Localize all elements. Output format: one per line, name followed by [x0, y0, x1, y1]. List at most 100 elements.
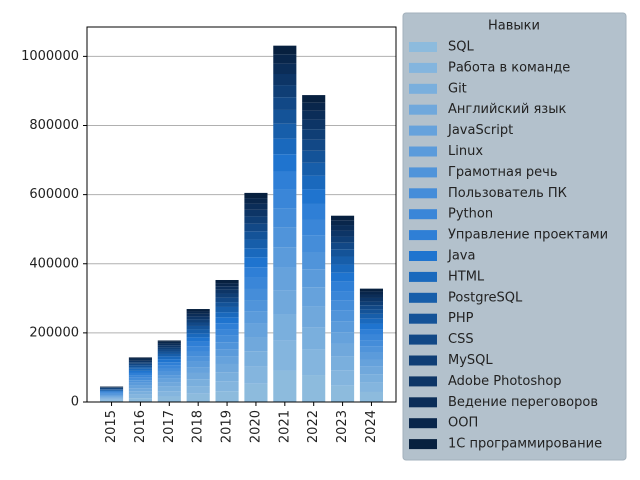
bar-segment: [302, 327, 326, 350]
bar-segment: [128, 368, 152, 371]
bar-segment: [331, 220, 355, 226]
legend-title: Навыки: [488, 19, 540, 34]
x-tick-label: 2022: [306, 410, 321, 443]
legend-label: Управление проектами: [448, 228, 608, 243]
bar-segment: [359, 291, 384, 295]
bar-segment: [186, 386, 210, 394]
bar-segment: [215, 279, 239, 284]
bar-segment: [215, 286, 239, 290]
bar-segment: [128, 382, 152, 386]
bar-segment: [359, 309, 384, 314]
bar-segment: [359, 294, 384, 298]
legend-swatch: [409, 125, 437, 136]
bar-segment: [273, 208, 297, 228]
bar-segment: [359, 313, 384, 319]
bar-segment: [331, 332, 355, 344]
bar-segment: [186, 311, 210, 314]
bar-segment: [186, 309, 210, 312]
legend-label: PHP: [448, 311, 474, 326]
legend-swatch: [409, 355, 437, 366]
bar-segment: [186, 346, 210, 352]
x-tick-label: 2020: [248, 410, 263, 443]
bar-segment: [331, 236, 355, 243]
bar-segment: [244, 351, 268, 367]
legend-swatch: [409, 251, 437, 261]
bar-segment: [359, 323, 384, 330]
bar-segment: [157, 340, 181, 342]
legend-label: Git: [448, 81, 467, 96]
bar-segment: [99, 389, 124, 390]
bar-segment: [302, 252, 326, 270]
bar-segment: [359, 305, 384, 310]
bar-segment: [157, 365, 181, 369]
bar-segment: [215, 363, 239, 373]
bar-segment: [157, 386, 181, 392]
bar-segment: [157, 349, 181, 352]
bar-segment: [331, 343, 355, 357]
legend-swatch: [409, 230, 437, 241]
bar-segment: [273, 171, 297, 190]
bar-segment: [302, 235, 326, 252]
bar-segment: [273, 45, 297, 55]
bar-segment: [302, 129, 326, 140]
bar-segment: [302, 306, 326, 328]
bar-segment: [215, 283, 239, 287]
bar-segment: [99, 394, 124, 396]
x-tick-label: 2024: [364, 410, 379, 443]
bar-segment: [157, 343, 181, 346]
y-tick-label: 0: [71, 395, 79, 410]
legend-label: Python: [448, 207, 493, 222]
x-tick-label: 2018: [191, 410, 206, 443]
bar-segment: [186, 372, 210, 380]
bar-segment: [157, 378, 181, 383]
plot-frame: [86, 26, 397, 403]
bar-segment: [359, 382, 384, 392]
bar-segment: [99, 393, 124, 395]
legend-label: MySQL: [448, 353, 493, 368]
bar-segment: [244, 267, 268, 278]
legend-label: Работа в команде: [448, 60, 570, 75]
legend-box: [402, 12, 627, 461]
legend-label: JavaScript: [447, 123, 513, 138]
bar-segment: [157, 371, 181, 376]
bar-segment: [128, 394, 152, 399]
bar-segment: [273, 267, 297, 291]
bar-segment: [359, 366, 384, 375]
bar-segment: [359, 391, 384, 402]
legend-label: Adobe Photoshop: [448, 374, 562, 389]
bar-segment: [273, 154, 297, 172]
bar-segment: [99, 397, 124, 399]
bar-segment: [128, 363, 152, 366]
bar-segment: [215, 381, 239, 392]
bar-segment: [273, 63, 297, 75]
bar-segment: [186, 319, 210, 323]
bar-segment: [273, 54, 297, 64]
bar-segment: [128, 391, 152, 395]
x-tick-label: 2016: [133, 410, 148, 443]
bar-segment: [128, 388, 152, 392]
bar-segment: [157, 375, 181, 379]
legend-swatch: [409, 418, 437, 429]
bar-segment: [302, 203, 326, 220]
bar-segment: [359, 288, 384, 292]
bar-segment: [215, 312, 239, 318]
legend-swatch: [409, 104, 437, 115]
bar-segment: [215, 342, 239, 350]
legend-swatch: [409, 209, 437, 220]
bar-segment: [331, 256, 355, 265]
bar-segment: [273, 74, 297, 86]
bar-segment: [157, 356, 181, 360]
bar-segment: [215, 302, 239, 307]
bar-segment: [128, 365, 152, 368]
bar-segment: [186, 325, 210, 330]
bar-segment: [157, 396, 181, 402]
bar-segment: [273, 290, 297, 315]
bar-segment: [244, 277, 268, 289]
legend-swatch: [409, 313, 437, 324]
legend-label: Java: [447, 249, 475, 264]
bar-segment: [99, 389, 124, 391]
bar-segment: [244, 203, 268, 210]
bar-segment: [273, 123, 297, 139]
bar-segment: [186, 333, 210, 338]
bar-segment: [215, 323, 239, 330]
